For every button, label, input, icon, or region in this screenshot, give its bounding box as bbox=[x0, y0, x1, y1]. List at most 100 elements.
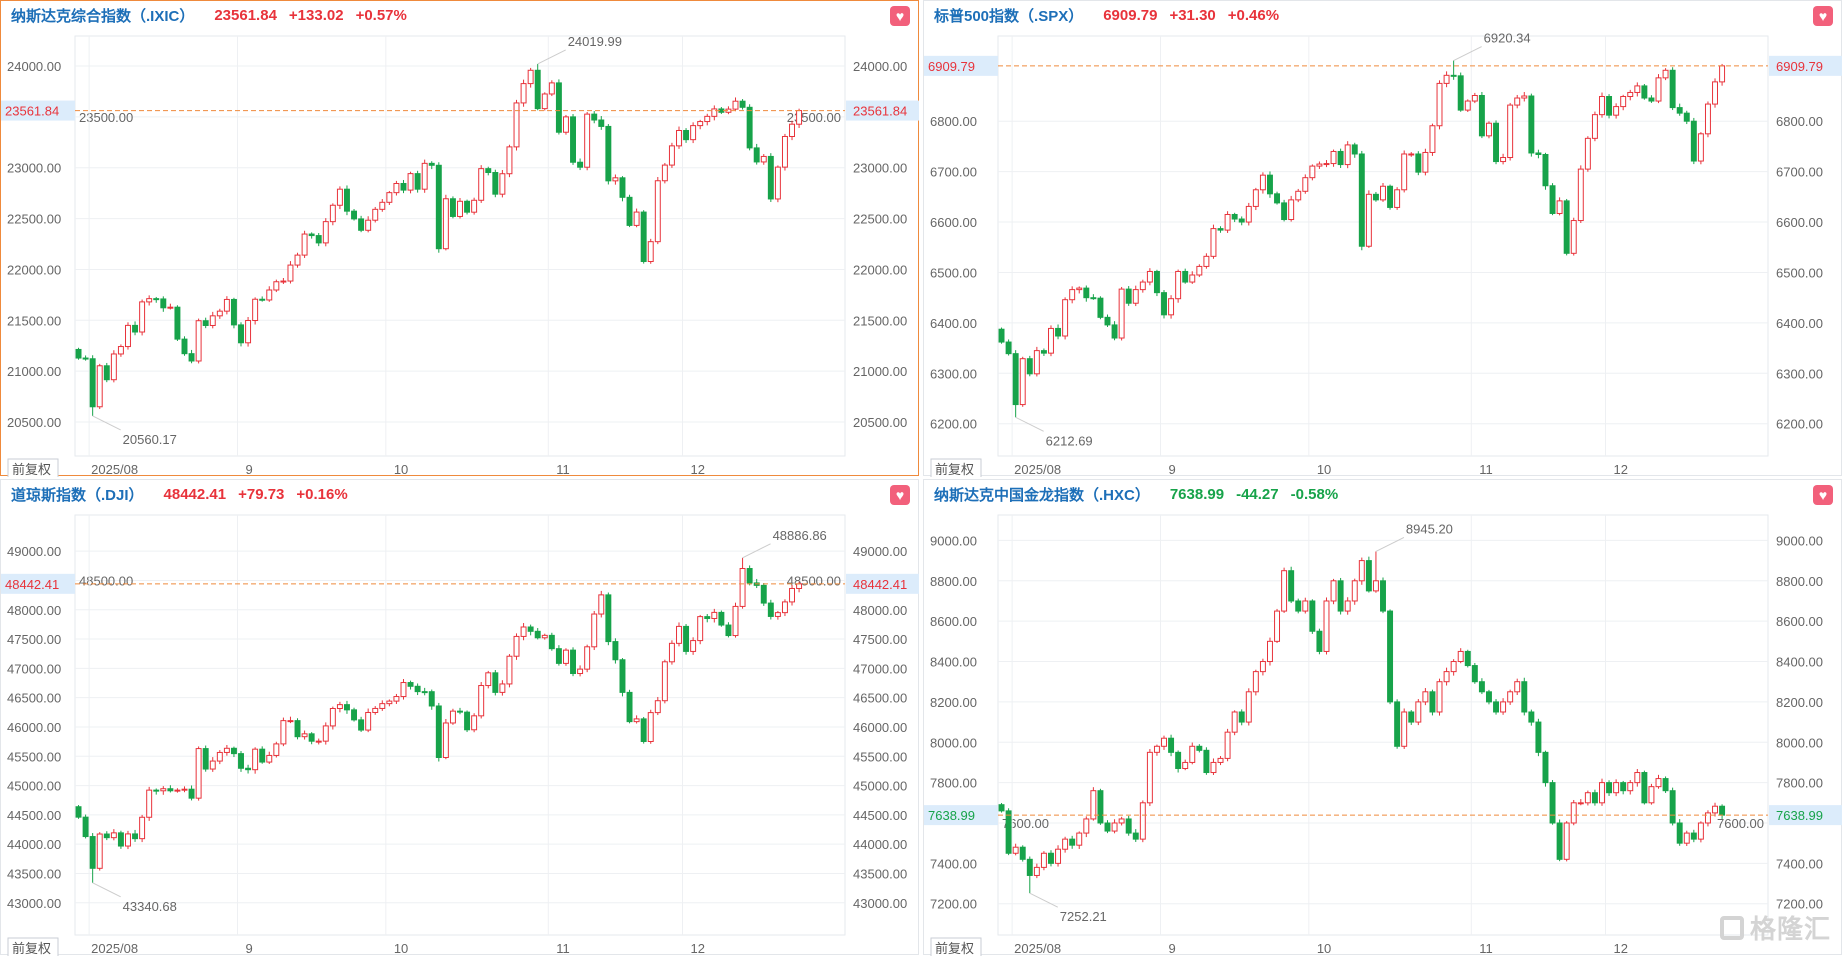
candle-body bbox=[1196, 265, 1203, 276]
candle-body bbox=[344, 188, 350, 212]
candle bbox=[1245, 688, 1252, 726]
candle bbox=[1599, 92, 1605, 118]
current-price-label-left: 7638.99 bbox=[928, 808, 975, 823]
y-tick-label-left: 22500.00 bbox=[7, 212, 61, 227]
candle-body bbox=[1351, 144, 1358, 155]
chart-panel-hxc[interactable]: 纳斯达克中国金龙指数（.HXC） 7638.99 -44.27 -0.58% ♥ 7200… bbox=[923, 479, 1843, 956]
heart-icon: ♥ bbox=[1818, 487, 1828, 503]
candlestick-chart[interactable]: 20500.00 20500.00 21000.00 21000.00 21500.00… bbox=[1, 29, 920, 477]
candle-body bbox=[1613, 106, 1620, 116]
candle-body bbox=[1161, 292, 1167, 316]
index-title[interactable]: 纳斯达克中国金龙指数（.HXC） bbox=[934, 486, 1150, 504]
high-annotation-label: 48886.86 bbox=[773, 528, 827, 543]
candle bbox=[676, 622, 682, 647]
chart-panel-ixic[interactable]: 纳斯达克综合指数（.IXIC） 23561.84 +133.02 +0.57% ♥ 205… bbox=[0, 0, 920, 477]
candle bbox=[998, 327, 1005, 344]
y-tick-label-left: 45000.00 bbox=[7, 779, 61, 794]
percent-change: +0.46% bbox=[1227, 6, 1280, 24]
candle-body bbox=[1606, 782, 1613, 794]
candle-body bbox=[1514, 681, 1521, 693]
candle bbox=[1175, 269, 1182, 303]
favorite-button[interactable]: ♥ bbox=[890, 6, 910, 26]
candle bbox=[1704, 810, 1711, 827]
low-annotation-label: 7252.21 bbox=[1060, 909, 1107, 924]
adjust-button-label[interactable]: 前复权 bbox=[12, 941, 51, 956]
candle-body bbox=[1500, 701, 1507, 713]
adjust-button[interactable] bbox=[7, 937, 59, 956]
candle bbox=[647, 709, 654, 744]
adjust-button-label[interactable]: 前复权 bbox=[12, 462, 51, 477]
candle bbox=[647, 238, 654, 264]
candle-body bbox=[718, 611, 725, 626]
candlestick-chart[interactable]: 6200.00 6200.00 6300.00 6300.00 6400.00 6400.… bbox=[924, 29, 1843, 477]
candle-body bbox=[789, 587, 795, 603]
x-tick-label: 9 bbox=[245, 941, 252, 956]
candlestick-chart[interactable]: 43000.00 43000.00 43500.00 43500.00 44000.00… bbox=[1, 508, 920, 956]
candle-body bbox=[1132, 832, 1139, 840]
candle bbox=[1443, 667, 1450, 686]
candle-body bbox=[315, 740, 322, 743]
candle-body bbox=[1401, 153, 1408, 191]
candle bbox=[110, 350, 117, 383]
candle-body bbox=[1026, 858, 1033, 876]
heart-icon: ♥ bbox=[895, 487, 905, 503]
favorite-button[interactable]: ♥ bbox=[1813, 485, 1833, 505]
candle bbox=[555, 645, 562, 666]
candle-body bbox=[1111, 822, 1118, 832]
candle-body bbox=[1599, 782, 1605, 804]
candle bbox=[548, 80, 555, 97]
candle-body bbox=[1118, 288, 1125, 339]
candle bbox=[139, 814, 146, 843]
candle bbox=[1161, 735, 1167, 750]
candle bbox=[1168, 734, 1175, 757]
candle bbox=[379, 199, 386, 212]
index-title[interactable]: 道琼斯指数（.DJI） bbox=[11, 486, 144, 504]
candle bbox=[1401, 150, 1408, 193]
candle bbox=[209, 311, 216, 329]
candle-body bbox=[612, 641, 619, 661]
panel-header: 标普500指数（.SPX） 6909.79 +31.30 +0.46% ♥ bbox=[924, 1, 1841, 29]
index-title[interactable]: 标普500指数（.SPX） bbox=[934, 7, 1084, 25]
candle bbox=[753, 143, 760, 165]
y-tick-label-left: 6200.00 bbox=[930, 417, 977, 432]
watermark-logo: 格隆汇 bbox=[1719, 909, 1831, 946]
candle bbox=[485, 670, 492, 689]
candle-body bbox=[301, 233, 308, 256]
y-tick-label-left: 8400.00 bbox=[930, 655, 977, 670]
x-tick-label: 2025/08 bbox=[1014, 941, 1061, 956]
candle bbox=[1528, 709, 1535, 726]
adjust-button[interactable] bbox=[7, 458, 59, 477]
candle bbox=[1055, 845, 1062, 867]
candle-body bbox=[132, 833, 139, 840]
favorite-button[interactable]: ♥ bbox=[890, 485, 910, 505]
candle-body bbox=[329, 708, 336, 727]
candle-body bbox=[1634, 85, 1641, 93]
candle bbox=[160, 786, 167, 795]
candle-body bbox=[238, 324, 244, 344]
adjust-button[interactable] bbox=[930, 937, 982, 956]
favorite-button[interactable]: ♥ bbox=[1813, 6, 1833, 26]
candle-body bbox=[1274, 193, 1281, 204]
candle bbox=[668, 142, 675, 168]
chart-panel-spx[interactable]: 标普500指数（.SPX） 6909.79 +31.30 +0.46% ♥ 6200.00… bbox=[923, 0, 1843, 477]
candle bbox=[513, 99, 520, 151]
candle bbox=[1387, 609, 1394, 705]
candle-body bbox=[471, 199, 478, 213]
adjust-button-label[interactable]: 前复权 bbox=[935, 462, 974, 477]
candle bbox=[697, 119, 704, 130]
candle-body bbox=[1104, 316, 1111, 326]
candle-body bbox=[75, 348, 82, 359]
candle bbox=[1062, 297, 1069, 340]
adjust-button-label[interactable]: 前复权 bbox=[935, 941, 974, 956]
panel-header: 道琼斯指数（.DJI） 48442.41 +79.73 +0.16% ♥ bbox=[1, 480, 918, 508]
candle bbox=[1040, 851, 1047, 871]
candle bbox=[1175, 750, 1182, 773]
candle-body bbox=[1372, 193, 1379, 201]
candle bbox=[1040, 348, 1047, 356]
candlestick-chart[interactable]: 7200.00 7200.00 7400.00 7400.00 7600.00 7600.… bbox=[924, 508, 1843, 956]
chart-panel-dji[interactable]: 道琼斯指数（.DJI） 48442.41 +79.73 +0.16% ♥ 43000.00… bbox=[0, 479, 920, 956]
candle bbox=[146, 295, 153, 306]
candle-body bbox=[654, 180, 661, 243]
adjust-button[interactable] bbox=[930, 458, 982, 477]
index-title[interactable]: 纳斯达克综合指数（.IXIC） bbox=[11, 7, 195, 25]
